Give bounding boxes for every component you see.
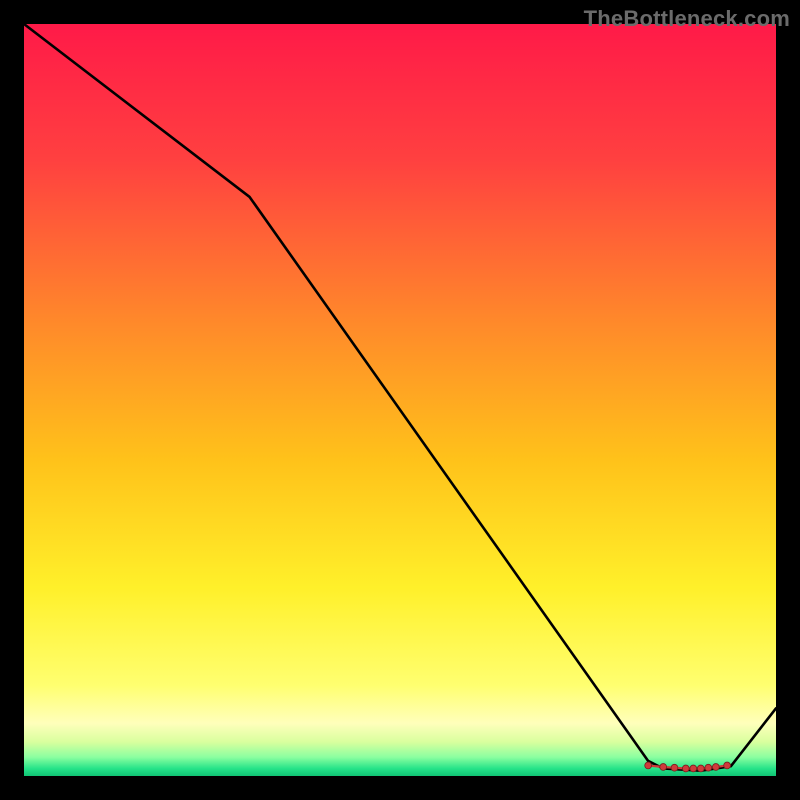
- chart-container: TheBottleneck.com: [0, 0, 800, 800]
- optimal-marker: [682, 765, 689, 772]
- plot-area-gradient: [24, 24, 776, 776]
- optimal-marker: [671, 764, 678, 771]
- optimal-marker: [705, 764, 712, 771]
- optimal-marker: [660, 764, 667, 771]
- optimal-marker: [712, 764, 719, 771]
- optimal-marker: [645, 762, 652, 769]
- bottleneck-chart: [0, 0, 800, 800]
- watermark-text: TheBottleneck.com: [584, 6, 790, 32]
- optimal-marker: [697, 765, 704, 772]
- optimal-marker: [724, 762, 731, 769]
- optimal-marker: [690, 765, 697, 772]
